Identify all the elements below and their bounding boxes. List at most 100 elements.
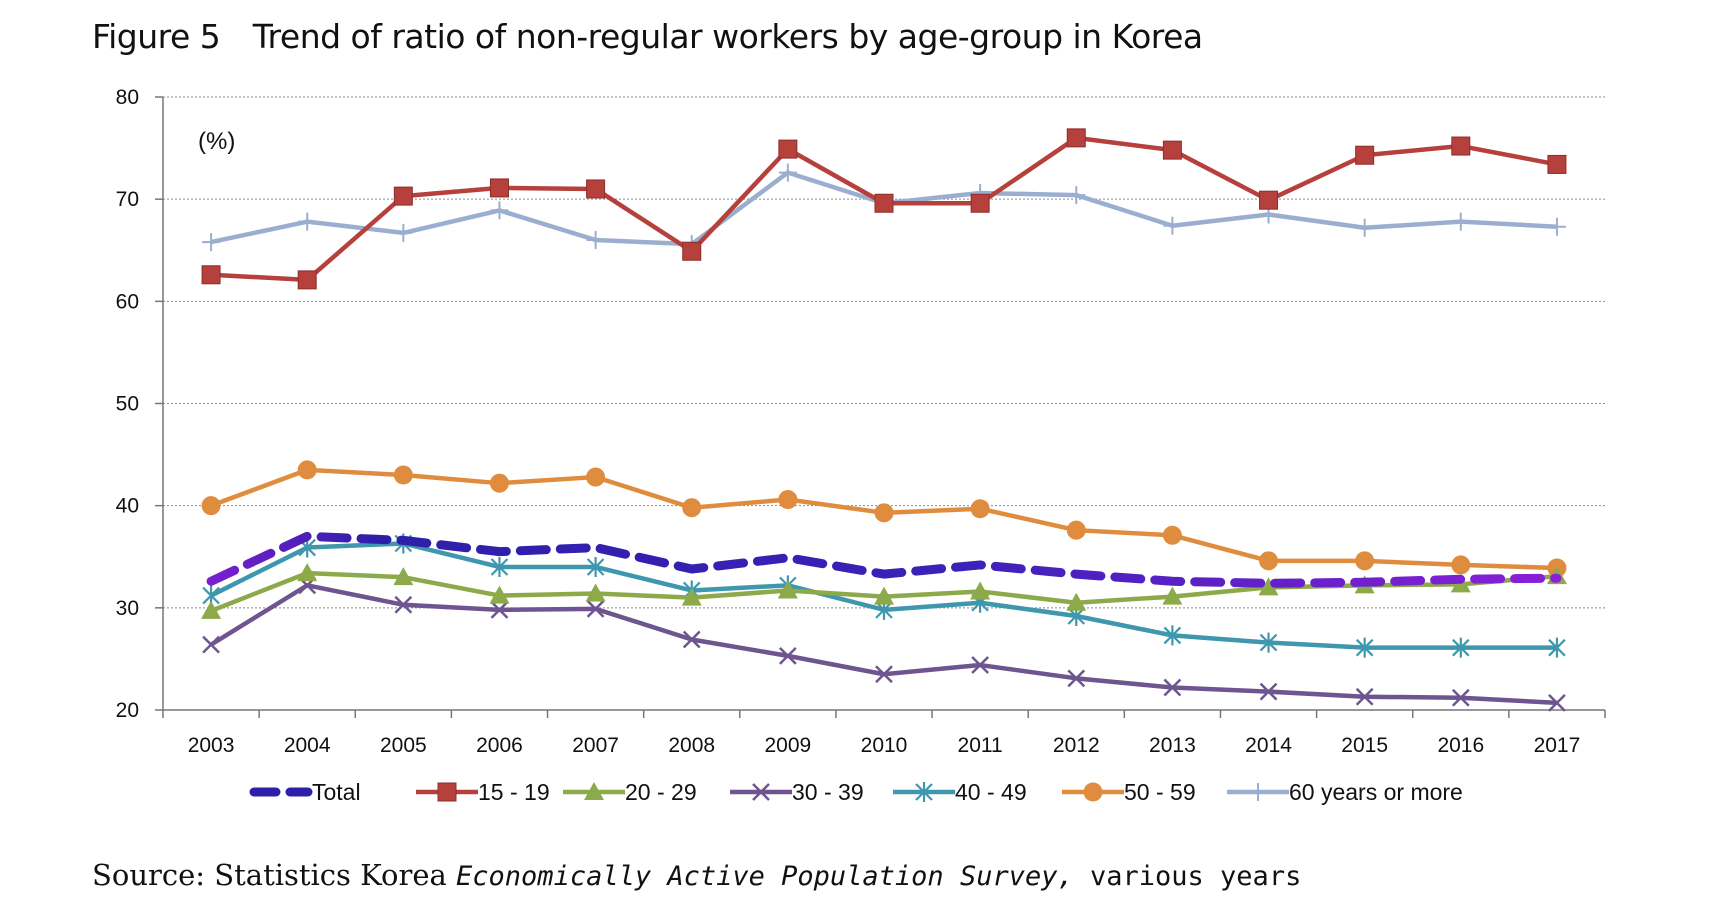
data-point-20-29-2010 [874,586,894,605]
data-point-60-years-or-more-2013 [1163,216,1182,235]
data-point-50-59-2012 [1066,520,1086,540]
unit-label: (%) [198,128,235,155]
data-point-30-39-2005 [394,595,413,614]
x-tick-label-2012: 2012 [1053,734,1100,757]
legend-label-15-19: 15 - 19 [478,779,550,805]
data-point-40-49-2006 [490,556,509,577]
data-point-60-years-or-more-2003 [202,233,221,252]
data-point-50-59-2011 [970,499,990,519]
data-point-15-19-2014 [1259,190,1279,210]
data-point-50-59-2003 [201,496,221,516]
data-point-15-19-2015 [1355,145,1375,165]
data-point-50-59-2010 [874,503,894,523]
legend-label-total: Total [312,779,361,805]
figure-title: Figure 5 Trend of ratio of non-regular w… [92,17,1203,56]
data-point-40-49-2016 [1452,637,1470,658]
source-prefix: Source: Statistics Korea [92,858,457,892]
data-point-30-39-2014 [1259,682,1278,701]
y-tick-label-60: 60 [116,290,139,313]
data-point-30-39-2016 [1451,688,1470,707]
data-point-20-29-2013 [1162,586,1183,605]
data-point-60-years-or-more-2007 [586,231,605,250]
data-point-20-29-2003 [201,600,222,619]
data-point-20-29-2014 [1258,577,1279,596]
x-tick-label-2009: 2009 [765,734,812,757]
data-point-15-19-2004 [297,270,317,290]
data-point-30-39-2008 [682,630,701,649]
legend-marker-50-59 [1083,782,1103,802]
data-point-30-39-2009 [778,646,797,665]
x-tick-label-2005: 2005 [380,734,427,757]
data-point-15-19-2011 [970,193,990,213]
grid-lines [155,96,1605,711]
y-tick-label-80: 80 [116,86,139,109]
data-point-20-29-2011 [970,581,991,600]
data-point-20-29-2009 [777,580,798,599]
data-point-20-29-2012 [1066,592,1087,611]
x-tick-label-2011: 2011 [958,734,1003,757]
legend-marker-30-39 [752,783,770,801]
data-point-60-years-or-more-2004 [298,212,317,231]
data-point-50-59-2008 [682,498,702,518]
data-point-60-years-or-more-2012 [1067,186,1086,205]
data-point-30-39-2017 [1548,693,1566,712]
data-point-15-19-2009 [778,139,798,159]
y-tick-label-30: 30 [116,597,139,620]
y-tick-label-70: 70 [116,188,139,211]
axes [162,97,1606,718]
y-tick-label-50: 50 [116,393,139,416]
data-point-60-years-or-more-2017 [1547,217,1566,236]
legend-item-20-29: 20 - 29 [563,779,697,805]
legend-marker-60-years-or-more [1249,783,1267,801]
legend-label-50-59: 50 - 59 [1124,779,1196,805]
x-tick-label-2017: 2017 [1534,734,1581,757]
data-point-20-29-2007 [585,583,606,602]
data-point-50-59-2015 [1355,551,1375,571]
data-point-30-39-2013 [1163,678,1182,697]
data-point-15-19-2016 [1451,136,1471,156]
x-tick-labels: 2003 2004 2005 2006 2007 2008 2009 2010 2011 2012… [188,734,1581,757]
data-point-40-49-2013 [1163,625,1182,646]
legend: Total 15 - 19 20 - 29 30 - 39 40 - 49 50 - 59… [249,779,1463,805]
source-survey-title: Economically Active Population Survey, [456,861,1074,892]
series-group [201,128,1567,712]
data-point-50-59-2014 [1259,551,1279,571]
data-point-50-59-2007 [586,467,606,487]
data-point-50-59-2016 [1451,555,1471,575]
data-point-60-years-or-more-2016 [1451,212,1470,231]
x-tick-label-2013: 2013 [1149,734,1196,757]
data-point-20-29-2005 [393,567,414,586]
data-point-30-39-2006 [490,600,509,619]
data-point-20-29-2006 [489,585,510,604]
legend-marker-40-49 [915,782,933,802]
data-point-15-19-2005 [393,186,413,206]
data-point-20-29-2004 [297,563,318,582]
y-tick-label-20: 20 [116,699,139,722]
legend-item-50-59: 50 - 59 [1062,779,1196,805]
data-point-40-49-2015 [1355,637,1374,658]
data-point-15-19-2006 [489,178,509,198]
data-point-15-19-2010 [874,193,894,213]
legend-item-40-49: 40 - 49 [893,779,1027,805]
x-tick-label-2016: 2016 [1437,734,1484,757]
legend-item-60-years-or-more: 60 years or more [1227,779,1463,805]
data-point-30-39-2003 [202,635,220,654]
data-point-50-59-2006 [489,473,509,493]
data-point-60-years-or-more-2005 [394,223,413,242]
data-point-60-years-or-more-2006 [490,201,509,220]
data-point-15-19-2012 [1066,128,1086,148]
x-tick-label-2014: 2014 [1245,734,1292,757]
x-tick-label-2010: 2010 [861,734,908,757]
legend-marker-20-29 [584,782,604,800]
data-point-60-years-or-more-2009 [778,163,797,182]
legend-label-30-39: 30 - 39 [792,779,864,805]
legend-label-20-29: 20 - 29 [625,779,697,805]
data-point-50-59-2009 [778,490,798,510]
data-point-15-19-2017 [1547,154,1567,174]
series-15-19 [201,128,1567,290]
data-point-50-59-2013 [1162,525,1182,545]
x-tick-label-2015: 2015 [1341,734,1388,757]
x-tick-label-2003: 2003 [188,734,235,757]
data-point-40-49-2017 [1548,637,1566,658]
